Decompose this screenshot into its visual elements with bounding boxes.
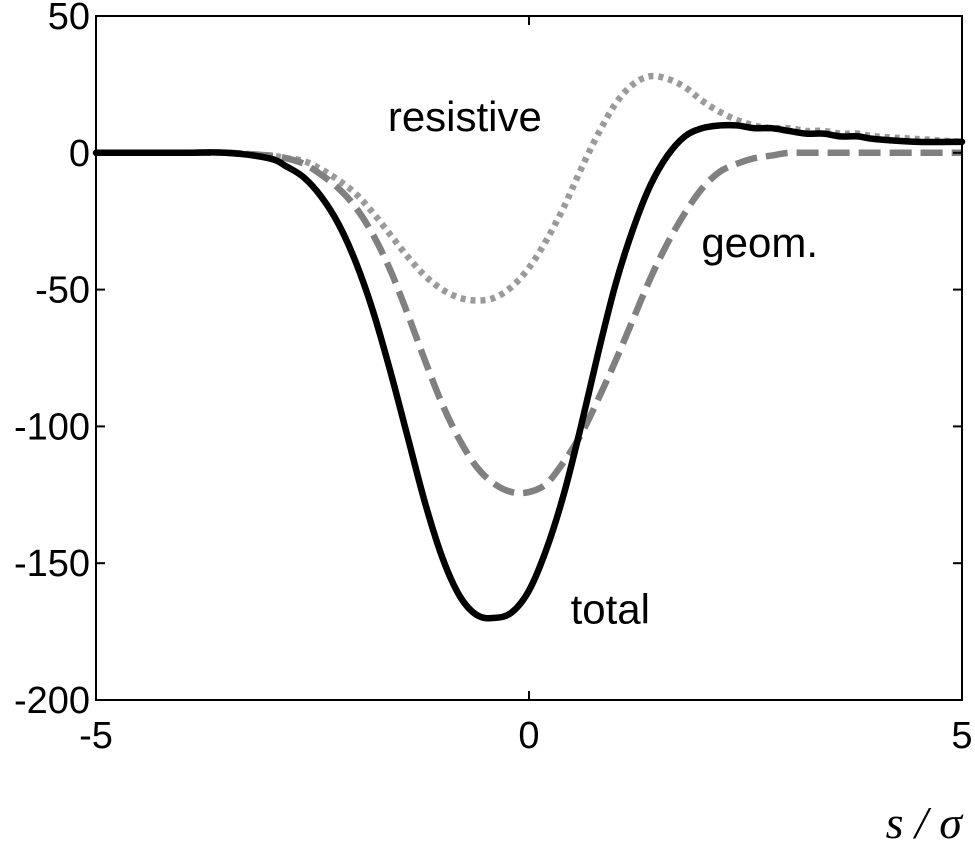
y-tick-label: -100 (14, 406, 90, 448)
y-tick-label: -150 (14, 543, 90, 585)
annotation-geom: geom. (701, 219, 818, 266)
annotation-total: total (571, 585, 650, 632)
annotation-resistive: resistive (388, 93, 542, 140)
series-line-total (92, 121, 966, 622)
y-tick-label: -200 (14, 680, 90, 722)
series-layer (92, 72, 966, 622)
y-tick-label: -50 (35, 270, 90, 312)
series-line-geom (96, 149, 962, 497)
x-tick-label: 5 (951, 715, 972, 757)
y-tick-label: 50 (48, 0, 90, 38)
x-tick-label: -5 (79, 715, 113, 757)
x-tick-label: 0 (518, 715, 539, 757)
annotations-layer: resistive geom. total (388, 93, 818, 632)
y-tick-label: 0 (69, 133, 90, 175)
x-axis-label: s / σ (886, 797, 965, 843)
